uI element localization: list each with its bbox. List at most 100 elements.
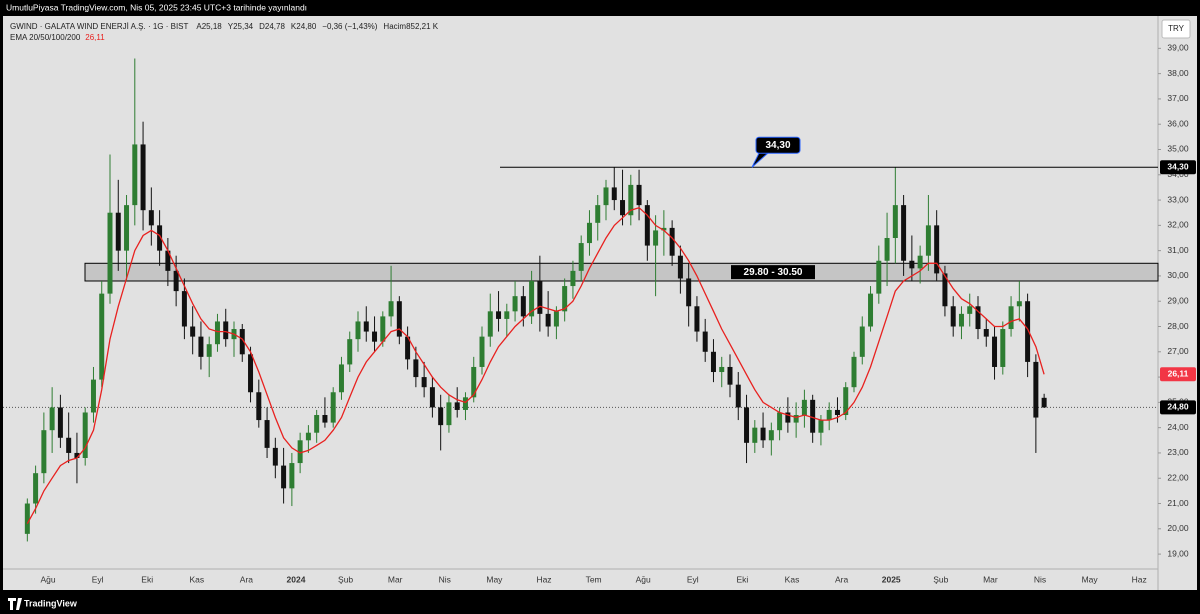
y-tick-label: 32,00 [1167,220,1189,230]
candle-body [710,351,716,373]
indicator-value: 26,11 [85,33,105,42]
x-tick-label: May [1082,574,1099,584]
candle-body [578,243,584,271]
x-tick-label: Kas [785,574,800,584]
candle-body [620,200,626,216]
candle-body [744,407,750,443]
candle-body [958,313,964,327]
candle-body [338,364,344,393]
candle-body [876,260,882,294]
candle-body [504,311,510,319]
candle-body [396,301,402,337]
candle-body [429,387,435,408]
y-tick-label: 30,00 [1167,270,1189,280]
candle-body [107,212,113,294]
y-tick-label: 37,00 [1167,93,1189,103]
x-tick-label: Şub [338,574,353,584]
candle-body [661,227,667,231]
x-tick-label: Eki [141,574,153,584]
candle-body [256,392,262,421]
candle-body [322,415,328,423]
candle-body [157,225,163,251]
x-tick-label: Mar [983,574,998,584]
candle-body [768,430,774,441]
candle-body [942,273,948,307]
candle-body [124,205,130,251]
y-tick-label: 31,00 [1167,245,1189,255]
candle-body [545,313,551,327]
candle-body [1041,397,1047,408]
x-tick-label: 2024 [287,574,306,584]
candle-body [115,212,121,251]
candle-body [851,356,857,388]
callout-pointer [751,150,771,168]
x-tick-label: May [486,574,503,584]
price-label: 24,80 [1167,402,1189,412]
candle-body [992,336,998,367]
candle-body [868,293,874,327]
candle-body [405,336,411,360]
candle-body [686,278,692,307]
currency-box[interactable] [1161,19,1191,39]
candle-body [529,280,535,317]
candle-body [628,184,634,216]
candle-body [355,321,361,340]
y-tick-label: 20,00 [1167,523,1189,533]
brand: TradingView [24,598,78,608]
candle-body [777,412,783,431]
candle-body [471,366,477,398]
candle-body [669,227,675,256]
candle-body [66,437,72,453]
candle-body [1025,301,1031,362]
candle-body [99,293,105,380]
indicator-name: EMA 20/50/100/200 [10,33,81,42]
candle-body [843,387,849,416]
candle-body [281,465,287,489]
quote-value: A25,18 [196,22,222,31]
candle-body [462,397,468,410]
candle-body [140,144,146,211]
quote-value: K24,80 [291,22,317,31]
candle-body [421,377,427,388]
candle-body [239,329,245,355]
candle-body [967,306,973,314]
y-tick-label: 23,00 [1167,447,1189,457]
candle-body [520,296,526,317]
candle-body [24,503,30,534]
y-tick-label: 35,00 [1167,144,1189,154]
candle-body [975,306,981,330]
candle-body [760,427,766,441]
candle-body [611,187,617,201]
candle-body [793,415,799,423]
candle-body [694,306,700,332]
candle-body [562,286,568,312]
candle-body [438,407,444,426]
x-tick-label: Haz [1132,574,1147,584]
x-tick-label: Kas [189,574,204,584]
candle-body [190,326,196,337]
candle-body [826,409,832,421]
x-tick-label: 2025 [882,574,901,584]
x-tick-label: Haz [536,574,551,584]
candle-body [41,430,47,474]
candle-body [785,412,791,423]
y-tick-label: 24,00 [1167,422,1189,432]
candle-body [925,225,931,256]
x-tick-label: Mar [388,574,403,584]
y-tick-label: 33,00 [1167,194,1189,204]
y-tick-label: 38,00 [1167,68,1189,78]
candle-body [314,415,320,433]
x-tick-label: Ara [240,574,254,584]
candle-body [305,432,311,441]
candle-body [512,296,518,312]
symbol: GWIND · GALATA WIND ENERJİ A.Ş. · 1G · B… [10,22,189,31]
candle-body [570,270,576,287]
callout-box [755,136,801,154]
zone-label: 29.80 - 30.50 [744,267,803,278]
candle-body [264,420,270,448]
price-label-bg [1160,367,1196,382]
x-tick-label: Eyl [687,574,699,584]
x-tick-label: Tem [586,574,602,584]
candle-body [537,280,543,314]
